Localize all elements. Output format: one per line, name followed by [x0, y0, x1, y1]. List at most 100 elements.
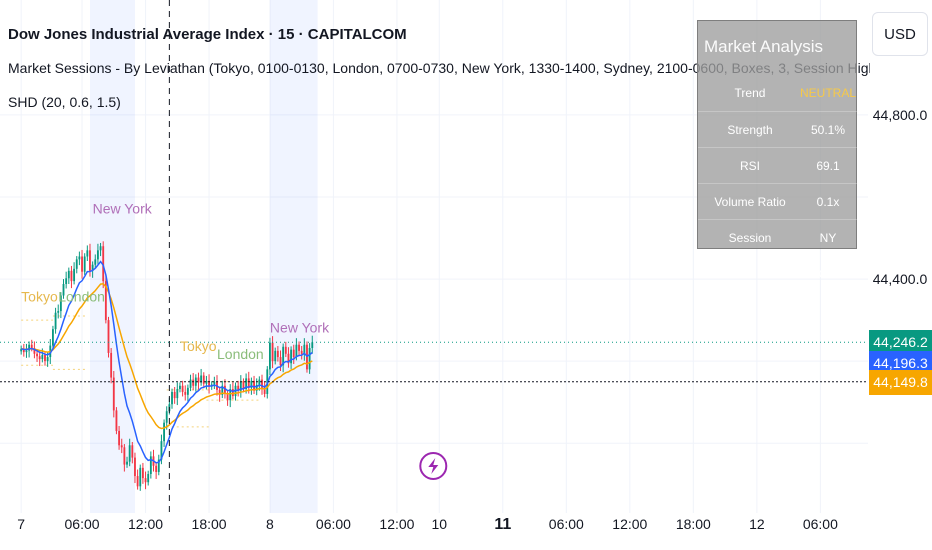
candle-body [36, 353, 38, 357]
candle-body [239, 381, 242, 391]
candle-body [284, 346, 287, 354]
chart-title[interactable]: Dow Jones Industrial Average Index · 15 … [8, 26, 407, 43]
candle-body [102, 246, 105, 282]
analysis-row-trend: Trend NEUTRAL [698, 75, 858, 111]
candle-body [52, 329, 54, 346]
candle-body [226, 393, 229, 401]
candle-body [221, 385, 224, 395]
candle-body [276, 350, 279, 358]
analysis-label: Trend [734, 86, 766, 100]
candle-body [292, 349, 295, 358]
candle-body [258, 379, 261, 385]
candle-body [250, 380, 253, 388]
time-axis-label: 06:00 [803, 516, 838, 532]
session-box-new-york [89, 0, 135, 513]
candle-body [22, 348, 25, 353]
candle-body [192, 379, 195, 386]
candle-body [247, 378, 250, 388]
candle-body [25, 350, 28, 353]
moving-averages [21, 260, 313, 464]
session-label: Tokyo [21, 289, 58, 305]
price-axis: 44,800.0 44,400.0 [873, 107, 928, 287]
candle-body [70, 270, 73, 282]
indicator-shd[interactable]: SHD (20, 0.6, 1.5) [8, 94, 121, 110]
candle-body [110, 352, 113, 378]
candle-body [33, 348, 36, 354]
time-axis-label: 10 [432, 516, 448, 532]
session-boxes [89, 0, 318, 513]
candle-body [118, 430, 121, 446]
candle-body [78, 256, 81, 260]
session-label: New York [270, 319, 330, 335]
analysis-value: 50.1% [810, 123, 846, 137]
market-analysis-panel: Market Analysis Trend NEUTRAL Strength 5… [697, 20, 858, 281]
candle-body [136, 476, 139, 487]
candles [20, 241, 314, 491]
candle-body [139, 467, 142, 487]
candle-body [59, 295, 62, 312]
candle-body [155, 465, 158, 472]
time-axis-label: 06:00 [316, 516, 351, 532]
candle-body [99, 246, 102, 251]
candle-body [274, 350, 277, 362]
candle-body [163, 422, 165, 442]
candle-body [67, 270, 70, 279]
session-label: New York [93, 200, 153, 216]
candle-body [160, 441, 163, 460]
candle-body [231, 389, 234, 397]
analysis-row-strength: Strength 50.1% [698, 111, 858, 148]
candle-body [173, 391, 176, 399]
analysis-value: 69.1 [816, 159, 840, 173]
candle-body [176, 389, 179, 399]
candle-body [115, 410, 118, 431]
session-levels [21, 315, 260, 428]
analysis-label: Session [728, 231, 772, 245]
analysis-row-volume-ratio: Volume Ratio 0.1x [698, 183, 858, 220]
candle-body [179, 385, 181, 390]
candle-body [181, 385, 184, 392]
currency-button[interactable]: USD [872, 12, 928, 56]
candle-body [189, 379, 192, 388]
time-axis-label: 12:00 [379, 516, 414, 532]
candle-body [245, 378, 248, 390]
candle-body [295, 344, 298, 358]
candle-body [237, 385, 240, 391]
session-label: London [58, 289, 105, 305]
candle-body [44, 354, 46, 362]
candle-body [224, 385, 226, 394]
session-label: London [217, 346, 264, 362]
time-axis-label: 12 [749, 516, 765, 532]
analysis-value: 0.1x [816, 195, 840, 209]
candle-body [144, 478, 147, 483]
candle-body [91, 264, 94, 271]
candle-body [20, 348, 23, 352]
candle-body [308, 348, 311, 370]
candle-body [94, 259, 97, 265]
candle-body [300, 350, 303, 354]
candle-body [213, 381, 216, 385]
candle-body [229, 389, 232, 401]
candle-body [184, 391, 187, 395]
candle-body [311, 342, 314, 349]
candle-body [73, 268, 76, 282]
candle-body [200, 375, 203, 383]
time-axis-label: 18:00 [192, 516, 227, 532]
candle-body [83, 256, 86, 272]
candle-body [120, 445, 123, 448]
analysis-label: Strength [727, 123, 773, 137]
candle-body [57, 311, 60, 313]
candle-body [261, 379, 263, 388]
time-axis-label: 18:00 [676, 516, 711, 532]
session-box-new-york [269, 0, 318, 513]
analysis-row-session: Session NY CLOSED [698, 219, 858, 281]
candle-body [186, 387, 189, 395]
candle-body [89, 250, 91, 271]
indicator-market-sessions[interactable]: Market Sessions - By Leviathan (Tokyo, 0… [8, 60, 870, 76]
candle-body [46, 357, 49, 362]
candle-body [290, 349, 293, 364]
time-axis-label: 06:00 [549, 516, 584, 532]
candle-body [242, 381, 245, 390]
time-axis-label: 7 [17, 516, 25, 532]
